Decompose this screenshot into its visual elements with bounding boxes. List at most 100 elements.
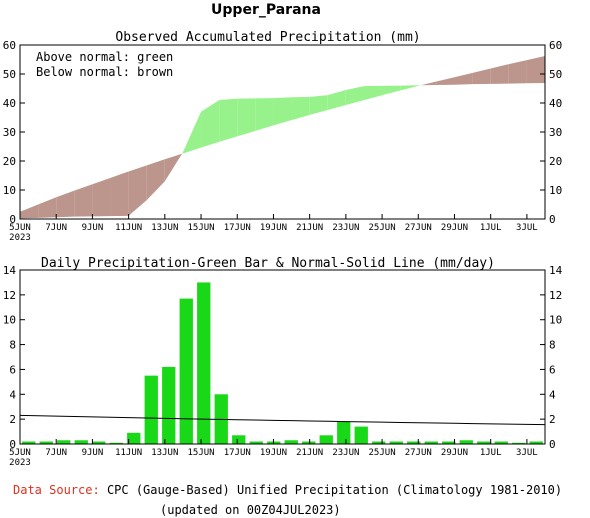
below-normal-area (92, 177, 111, 217)
above-normal-area (309, 95, 328, 115)
y-tick-label-right: 12 (549, 289, 562, 302)
data-source-text: CPC (Gauge-Based) Unified Precipitation … (106, 483, 563, 497)
x-tick-label: 25JUN (369, 223, 396, 233)
above-normal-area (237, 98, 256, 137)
daily-precip-bar (302, 441, 316, 444)
daily-precip-bar (197, 282, 211, 444)
x-tick-label: 11JUN (115, 223, 142, 233)
x-tick-label: 19JUN (260, 223, 287, 233)
x-tick-label: 15JUN (187, 223, 214, 233)
y-tick-label-right: 10 (549, 184, 562, 197)
above-normal-area (327, 89, 346, 110)
daily-precip-bar (39, 441, 53, 444)
y-tick-label-left: 0 (9, 213, 16, 226)
below-normal-area (472, 68, 491, 85)
x-tick-label: 27JUN (405, 223, 432, 233)
above-normal-area (273, 97, 292, 126)
below-normal-area (74, 184, 93, 217)
y-tick-label-left: 4 (9, 388, 16, 401)
page-title: Upper_Parana (211, 2, 321, 18)
y-tick-label-right: 0 (549, 213, 556, 226)
y-tick-label-right: 60 (549, 39, 562, 52)
below-normal-area (128, 165, 147, 216)
y-tick-label-left: 40 (3, 97, 16, 110)
above-normal-area (382, 85, 401, 96)
x-tick-label: 3JUL (516, 223, 538, 233)
daily-precip-bar (162, 366, 176, 444)
x-tick-label: 5JUN (9, 223, 31, 233)
daily-precip-bar (232, 435, 246, 444)
x-year-label: 2023 (9, 458, 31, 468)
daily-chart-title: Daily Precipitation-Green Bar & Normal-S… (41, 256, 495, 271)
data-source-label: Data Source: (13, 483, 100, 497)
daily-precip-bar (529, 441, 543, 444)
y-tick-label-right: 0 (549, 438, 556, 451)
daily-precip-bar (144, 375, 158, 444)
x-tick-label: 29JUN (441, 223, 468, 233)
below-normal-area (420, 81, 437, 86)
y-tick-label-left: 60 (3, 39, 16, 52)
x-tick-label: 21JUN (296, 223, 323, 233)
daily-precip-bar (494, 441, 508, 444)
x-tick-label: 27JUN (405, 448, 432, 458)
daily-precip-bar (284, 440, 298, 444)
below-normal-area (436, 77, 455, 86)
x-tick-label: 25JUN (369, 448, 396, 458)
above-normal-area (201, 100, 220, 148)
daily-precip-bar (477, 441, 491, 444)
daily-precip-chart: Daily Precipitation-Green Bar & Normal-S… (3, 256, 563, 468)
below-normal-area (490, 64, 509, 84)
daily-precip-bar (22, 441, 36, 444)
daily-precip-bar (319, 435, 333, 444)
y-tick-label-right: 8 (549, 339, 556, 352)
daily-precip-bar (249, 441, 263, 444)
y-tick-label-left: 50 (3, 68, 16, 81)
daily-precip-bar (442, 441, 456, 444)
daily-precip-bar (92, 441, 106, 444)
x-tick-label: 17JUN (224, 223, 251, 233)
x-tick-label: 1JUL (480, 223, 502, 233)
above-normal-area (400, 85, 419, 91)
y-tick-label-left: 10 (3, 184, 16, 197)
below-normal-area (146, 159, 165, 201)
daily-precip-bar (459, 440, 473, 444)
above-normal-area (182, 111, 202, 154)
x-tick-label: 13JUN (151, 223, 178, 233)
y-tick-label-left: 14 (3, 264, 17, 277)
daily-precip-bar (389, 441, 403, 444)
below-normal-area (56, 190, 75, 218)
y-tick-label-left: 30 (3, 126, 16, 139)
daily-precip-bar (109, 442, 123, 444)
y-tick-label-left: 8 (9, 339, 16, 352)
x-tick-label: 5JUN (9, 448, 31, 458)
x-tick-label: 23JUN (332, 223, 359, 233)
below-normal-area (164, 153, 183, 182)
below-normal-area (38, 197, 57, 218)
updated-line: (updated on 00Z04JUL2023) (160, 503, 341, 517)
y-tick-label-left: 10 (3, 314, 16, 327)
y-tick-label-left: 0 (9, 438, 16, 451)
y-tick-label-left: 6 (9, 363, 16, 376)
y-tick-label-right: 14 (549, 264, 563, 277)
x-tick-label: 1JUL (480, 448, 502, 458)
y-tick-label-left: 2 (9, 413, 16, 426)
daily-precip-bar (424, 441, 438, 444)
below-normal-area (110, 171, 129, 217)
x-tick-label: 19JUN (260, 448, 287, 458)
below-normal-area (508, 60, 527, 84)
x-tick-label: 7JUN (45, 448, 67, 458)
above-normal-area (255, 98, 274, 131)
x-tick-label: 17JUN (224, 448, 251, 458)
daily-precip-bar (179, 298, 193, 444)
x-tick-label: 23JUN (332, 448, 359, 458)
daily-precip-bar (337, 421, 351, 444)
y-tick-label-right: 6 (549, 363, 556, 376)
below-normal-area (20, 204, 39, 219)
x-tick-label: 11JUN (115, 448, 142, 458)
y-tick-label-right: 2 (549, 413, 556, 426)
x-tick-label: 21JUN (296, 448, 323, 458)
y-tick-label-right: 50 (549, 68, 562, 81)
accumulated-precip-chart: Observed Accumulated Precipitation (mm) … (3, 30, 563, 243)
x-tick-label: 13JUN (151, 448, 178, 458)
